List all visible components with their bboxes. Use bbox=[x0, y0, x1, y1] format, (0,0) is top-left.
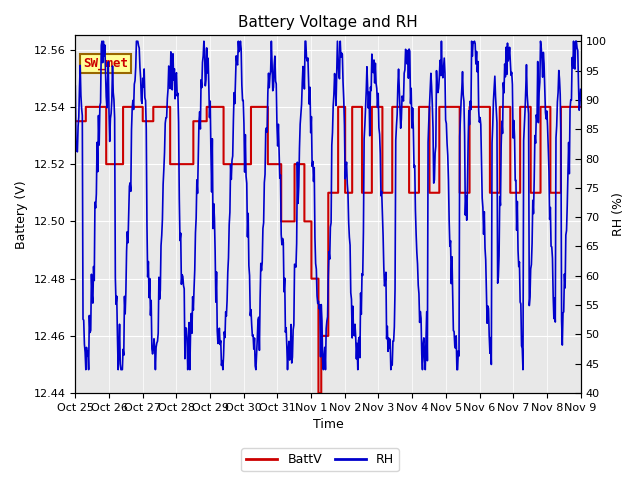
Y-axis label: RH (%): RH (%) bbox=[612, 192, 625, 236]
Text: SW_met: SW_met bbox=[83, 57, 128, 70]
Title: Battery Voltage and RH: Battery Voltage and RH bbox=[238, 15, 418, 30]
Legend: BattV, RH: BattV, RH bbox=[241, 448, 399, 471]
Y-axis label: Battery (V): Battery (V) bbox=[15, 180, 28, 249]
X-axis label: Time: Time bbox=[312, 419, 343, 432]
